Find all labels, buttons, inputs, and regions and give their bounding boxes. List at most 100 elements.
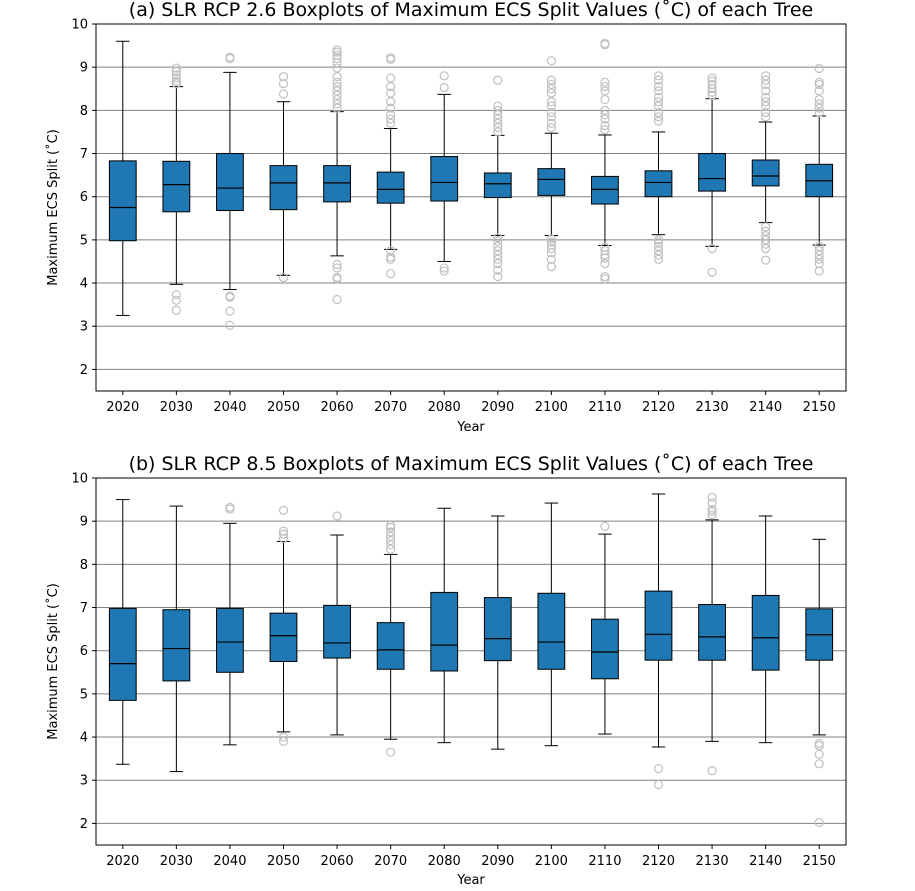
x-tick-label: 2020 xyxy=(106,400,139,415)
outlier-point xyxy=(386,118,396,128)
outlier-point xyxy=(278,272,289,283)
iqr-box xyxy=(751,159,780,187)
x-tick-label: 2130 xyxy=(696,854,729,869)
outlier-point xyxy=(546,88,556,98)
outlier-point xyxy=(600,271,610,282)
outlier-point xyxy=(332,99,342,109)
outlier-point xyxy=(600,114,610,124)
outlier-point xyxy=(278,732,289,742)
outlier-point xyxy=(814,241,824,251)
outlier-point xyxy=(546,75,556,85)
outlier-point xyxy=(653,97,664,107)
outlier-point xyxy=(814,266,824,276)
outlier-point xyxy=(546,123,556,133)
y-tick-label: 9 xyxy=(80,61,88,76)
outlier-point xyxy=(761,86,771,96)
iqr-box xyxy=(108,607,137,701)
outlier-point xyxy=(386,114,396,124)
outlier-point xyxy=(761,230,771,241)
iqr-box xyxy=(644,170,673,198)
outlier-point xyxy=(546,234,556,244)
x-tick-label: 2140 xyxy=(749,854,782,869)
x-tick-label: 2120 xyxy=(642,400,675,415)
outlier-point xyxy=(493,271,503,282)
outlier-point xyxy=(386,88,396,98)
x-tick-label: 2070 xyxy=(374,854,407,869)
outlier-point xyxy=(600,521,610,531)
box-2140 xyxy=(751,71,780,265)
box-2060 xyxy=(323,45,351,305)
iqr-box xyxy=(162,160,191,213)
y-tick-label: 10 xyxy=(71,18,88,33)
iqr-box xyxy=(323,165,351,203)
x-tick-label: 2040 xyxy=(213,854,246,869)
outlier-point xyxy=(439,266,449,276)
outlier-point xyxy=(653,101,664,111)
outlier-point xyxy=(653,250,664,260)
outlier-point xyxy=(493,110,503,120)
x-tick-label: 2100 xyxy=(535,854,568,869)
y-tick-label: 8 xyxy=(80,558,88,573)
outlier-point xyxy=(386,82,396,92)
outlier-point xyxy=(546,254,556,264)
outlier-point xyxy=(814,103,824,113)
y-tick-label: 5 xyxy=(80,687,88,702)
outlier-point xyxy=(653,107,664,118)
outlier-point xyxy=(707,243,717,254)
outlier-point xyxy=(653,92,664,103)
outlier-point xyxy=(493,254,503,264)
iqr-box xyxy=(537,592,566,670)
outlier-point xyxy=(761,226,771,236)
outlier-point xyxy=(653,86,664,96)
outlier-point xyxy=(332,50,342,60)
outlier-point xyxy=(600,253,610,263)
outlier-point xyxy=(761,79,771,90)
outlier-point xyxy=(814,254,824,264)
outlier-point xyxy=(493,250,503,260)
y-tick-label: 3 xyxy=(80,320,88,335)
outlier-point xyxy=(386,520,396,531)
iqr-box xyxy=(108,160,137,242)
y-axis-label: Maximum ECS Split (˚C) xyxy=(45,129,61,286)
outlier-point xyxy=(707,492,717,503)
outlier-point xyxy=(386,747,396,757)
iqr-box xyxy=(216,607,244,673)
outlier-point xyxy=(546,237,556,247)
outlier-point xyxy=(600,125,610,135)
box-2090 xyxy=(483,515,512,750)
box-2030 xyxy=(162,505,191,773)
outlier-point xyxy=(600,94,610,105)
x-tick-label: 2150 xyxy=(803,400,836,415)
outlier-point xyxy=(493,259,503,269)
outlier-point xyxy=(386,97,396,107)
outlier-point xyxy=(600,242,610,252)
outlier-point xyxy=(814,99,824,109)
outlier-point xyxy=(546,84,556,94)
iqr-box xyxy=(323,604,351,659)
outlier-point xyxy=(225,52,235,62)
outlier-point xyxy=(653,246,664,256)
iqr-box xyxy=(216,153,244,212)
outlier-point xyxy=(546,79,556,90)
x-tick-label: 2060 xyxy=(321,854,354,869)
outlier-point xyxy=(493,114,503,124)
outlier-point xyxy=(386,53,396,63)
x-tick-label: 2090 xyxy=(481,854,514,869)
x-tick-label: 2060 xyxy=(321,400,354,415)
outlier-point xyxy=(493,236,503,246)
outlier-point xyxy=(814,738,824,749)
iqr-box xyxy=(591,175,619,205)
outlier-point xyxy=(653,779,664,790)
outlier-point xyxy=(225,306,235,316)
x-tick-label: 2110 xyxy=(588,400,621,415)
outlier-point xyxy=(493,241,503,251)
outlier-point xyxy=(707,79,717,90)
outlier-point xyxy=(225,502,235,512)
outlier-point xyxy=(653,241,664,251)
outlier-point xyxy=(278,89,289,99)
box-2070 xyxy=(376,53,405,279)
outlier-point xyxy=(493,118,503,128)
y-tick-label: 6 xyxy=(80,190,88,205)
outlier-point xyxy=(171,63,181,73)
